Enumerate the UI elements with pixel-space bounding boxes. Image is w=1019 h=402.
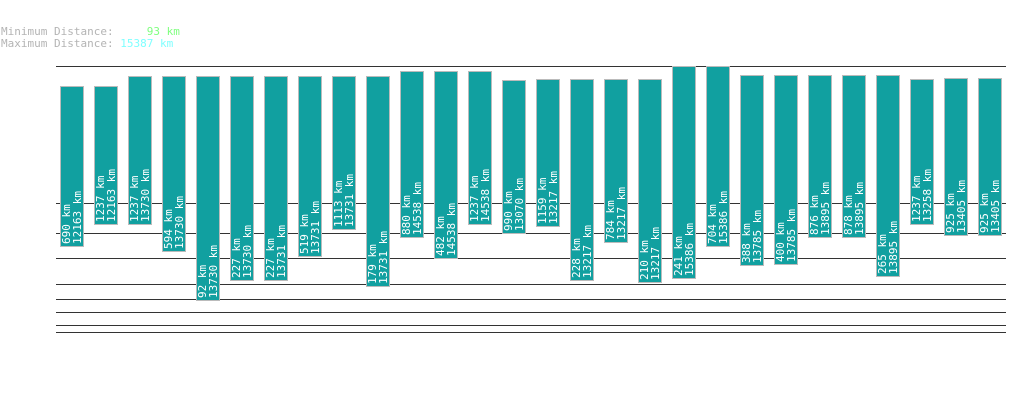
bar-label: 519 km 13731 km bbox=[298, 201, 322, 254]
bar: 388 km 13785 km bbox=[740, 75, 764, 266]
bar-label: 179 km 13731 km bbox=[366, 231, 390, 284]
bar-label: 784 km 13217 km bbox=[604, 187, 628, 240]
bar: 1237 km 13258 km bbox=[910, 79, 934, 225]
bar-label: 925 km 13405 km bbox=[978, 180, 1002, 233]
bar: 227 km 13731 km bbox=[264, 76, 288, 281]
bar-label: 594 km 13730 km bbox=[162, 196, 186, 249]
bar: 92 km 13730 km bbox=[196, 76, 220, 301]
grid-line bbox=[56, 312, 1006, 313]
grid-line bbox=[56, 66, 1006, 67]
bar-label: 1159 km 13217 km bbox=[536, 171, 560, 224]
bar: 876 km 13895 km bbox=[808, 75, 832, 238]
grid-line bbox=[56, 325, 1006, 326]
bar: 784 km 13217 km bbox=[604, 79, 628, 243]
bar-label: 228 km 13217 km bbox=[570, 225, 594, 278]
grid-line bbox=[56, 284, 1006, 285]
bar-label: 1113 km 13731 km bbox=[332, 174, 356, 227]
max-distance-value: 15387 km bbox=[120, 37, 174, 50]
bar-label: 878 km 13895 km bbox=[842, 182, 866, 235]
bar-label: 704 km 15386 km bbox=[706, 191, 730, 244]
bar: 990 km 13070 km bbox=[502, 80, 526, 234]
bar: 594 km 13730 km bbox=[162, 76, 186, 252]
grid-line bbox=[56, 258, 1006, 259]
bar-label: 92 km 13730 km bbox=[196, 245, 220, 298]
bar: 1113 km 13731 km bbox=[332, 76, 356, 230]
bar-label: 690 km 12163 km bbox=[60, 191, 84, 244]
bar: 265 km 13895 km bbox=[876, 75, 900, 277]
grid-line bbox=[56, 203, 1006, 204]
bar: 519 km 13731 km bbox=[298, 76, 322, 257]
bar-label: 227 km 13730 km bbox=[230, 225, 254, 278]
bar: 400 km 13785 km bbox=[774, 75, 798, 265]
bar: 690 km 12163 km bbox=[60, 86, 84, 247]
bar-label: 400 km 13785 km bbox=[774, 209, 798, 262]
bar: 1237 km 12163 km bbox=[94, 86, 118, 225]
bar-label: 1237 km 13730 km bbox=[128, 169, 152, 222]
bar-label: 876 km 13895 km bbox=[808, 182, 832, 235]
grid-line bbox=[56, 332, 1006, 333]
bar: 880 km 14538 km bbox=[400, 71, 424, 238]
bar: 878 km 13895 km bbox=[842, 75, 866, 238]
bar: 482 km 14538 km bbox=[434, 71, 458, 259]
bar-label: 265 km 13895 km bbox=[876, 221, 900, 274]
max-distance-row: Maximum Distance: 15387 km bbox=[1, 38, 173, 49]
bar: 925 km 13405 km bbox=[978, 78, 1002, 236]
bar-label: 925 km 13405 km bbox=[944, 180, 968, 233]
bar-label: 1237 km 13258 km bbox=[910, 169, 934, 222]
bar: 227 km 13730 km bbox=[230, 76, 254, 281]
bar: 228 km 13217 km bbox=[570, 79, 594, 281]
bar-label: 1237 km 14538 km bbox=[468, 169, 492, 222]
bar-label: 1237 km 12163 km bbox=[94, 169, 118, 222]
bar-label: 388 km 13785 km bbox=[740, 210, 764, 263]
bar: 1159 km 13217 km bbox=[536, 79, 560, 227]
bar: 210 km 13217 km bbox=[638, 79, 662, 283]
bar-label: 210 km 13217 km bbox=[638, 227, 662, 280]
bar-label: 880 km 14538 km bbox=[400, 182, 424, 235]
min-distance-label: Minimum Distance: bbox=[1, 25, 114, 38]
bar: 1237 km 13730 km bbox=[128, 76, 152, 225]
grid-line bbox=[56, 233, 1006, 234]
bar-label: 482 km 14538 km bbox=[434, 203, 458, 256]
bar-label: 227 km 13731 km bbox=[264, 225, 288, 278]
grid-line bbox=[56, 299, 1006, 300]
bar: 241 km 15386 km bbox=[672, 66, 696, 279]
min-distance-row: Minimum Distance: 93 km bbox=[1, 26, 180, 37]
bar: 704 km 15386 km bbox=[706, 66, 730, 247]
bar-label: 990 km 13070 km bbox=[502, 178, 526, 231]
bar: 925 km 13405 km bbox=[944, 78, 968, 236]
min-distance-value: 93 km bbox=[146, 25, 180, 38]
max-distance-label: Maximum Distance: bbox=[1, 37, 114, 50]
bar: 179 km 13731 km bbox=[366, 76, 390, 287]
bar: 1237 km 14538 km bbox=[468, 71, 492, 225]
bar-label: 241 km 15386 km bbox=[672, 223, 696, 276]
